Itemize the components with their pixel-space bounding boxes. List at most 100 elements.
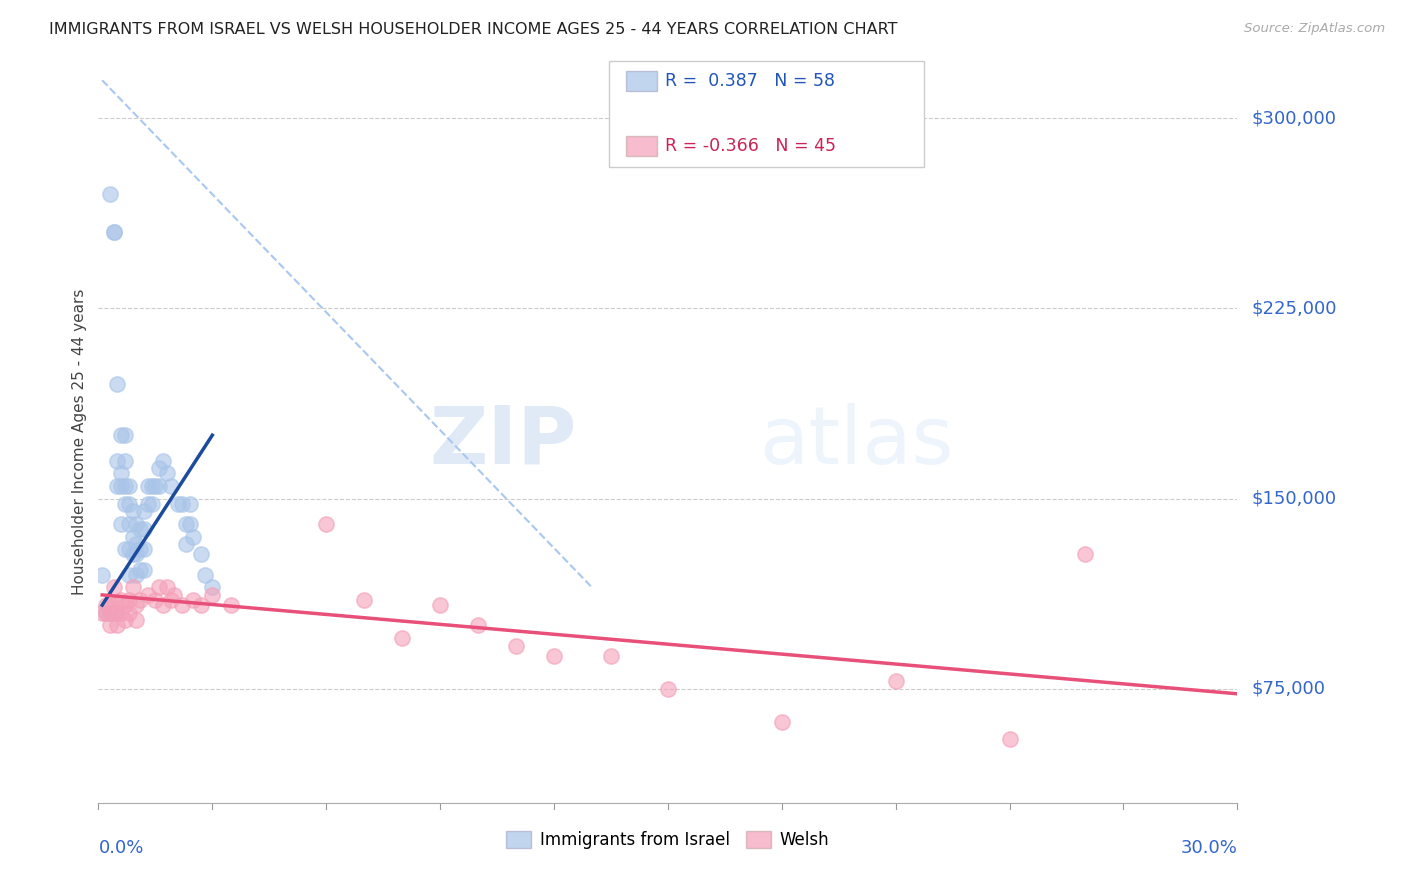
- Text: R = -0.366   N = 45: R = -0.366 N = 45: [665, 137, 837, 155]
- Point: [132, 563, 155, 577]
- Point: [94, 598, 117, 612]
- Point: [103, 226, 125, 240]
- Point: [543, 648, 565, 663]
- Point: [94, 606, 117, 620]
- Point: [174, 537, 197, 551]
- Point: [107, 606, 129, 620]
- Point: [770, 714, 793, 729]
- Point: [98, 598, 121, 612]
- Point: [118, 593, 141, 607]
- Point: [121, 504, 143, 518]
- Point: [110, 593, 132, 607]
- Point: [159, 479, 181, 493]
- Point: [118, 479, 141, 493]
- Point: [201, 588, 224, 602]
- Text: $150,000: $150,000: [1251, 490, 1336, 508]
- Point: [170, 497, 193, 511]
- Point: [118, 567, 141, 582]
- Text: $75,000: $75,000: [1251, 680, 1326, 698]
- Point: [98, 187, 121, 202]
- Point: [118, 542, 141, 557]
- Point: [114, 497, 136, 511]
- Point: [152, 453, 174, 467]
- Point: [103, 580, 125, 594]
- Point: [103, 226, 125, 240]
- Point: [194, 567, 217, 582]
- Point: [121, 530, 143, 544]
- Point: [132, 504, 155, 518]
- Point: [114, 479, 136, 493]
- Point: [98, 606, 121, 620]
- Point: [94, 606, 117, 620]
- Point: [429, 598, 451, 612]
- Point: [132, 522, 155, 536]
- Text: $225,000: $225,000: [1251, 300, 1337, 318]
- Point: [110, 428, 132, 442]
- Point: [998, 732, 1021, 747]
- Point: [183, 530, 205, 544]
- Text: R =  0.387   N = 58: R = 0.387 N = 58: [665, 72, 835, 90]
- Point: [657, 681, 679, 696]
- Point: [467, 618, 489, 632]
- Point: [118, 606, 141, 620]
- Text: atlas: atlas: [759, 402, 953, 481]
- Text: $300,000: $300,000: [1251, 110, 1336, 128]
- Point: [110, 479, 132, 493]
- Point: [167, 497, 190, 511]
- Point: [132, 542, 155, 557]
- Text: Source: ZipAtlas.com: Source: ZipAtlas.com: [1244, 22, 1385, 36]
- Point: [152, 598, 174, 612]
- Point: [315, 516, 337, 531]
- Point: [114, 542, 136, 557]
- Point: [156, 580, 179, 594]
- Point: [107, 453, 129, 467]
- Point: [156, 467, 179, 481]
- Legend: Immigrants from Israel, Welsh: Immigrants from Israel, Welsh: [499, 824, 837, 856]
- Point: [125, 547, 148, 561]
- Point: [190, 598, 212, 612]
- Point: [121, 580, 143, 594]
- Point: [141, 479, 163, 493]
- Point: [121, 547, 143, 561]
- Point: [125, 598, 148, 612]
- Point: [136, 497, 159, 511]
- Text: ZIP: ZIP: [429, 402, 576, 481]
- Point: [170, 598, 193, 612]
- Point: [114, 613, 136, 627]
- Point: [103, 606, 125, 620]
- Point: [114, 428, 136, 442]
- Text: 30.0%: 30.0%: [1181, 838, 1237, 857]
- Point: [129, 563, 152, 577]
- Point: [125, 537, 148, 551]
- Point: [391, 631, 413, 645]
- Point: [118, 497, 141, 511]
- Point: [129, 522, 152, 536]
- Point: [145, 479, 167, 493]
- Point: [600, 648, 623, 663]
- Text: 0.0%: 0.0%: [98, 838, 143, 857]
- Point: [148, 580, 170, 594]
- Point: [884, 674, 907, 689]
- Point: [98, 606, 121, 620]
- Point: [159, 593, 181, 607]
- Point: [91, 606, 114, 620]
- Point: [125, 516, 148, 531]
- Point: [136, 479, 159, 493]
- Point: [114, 598, 136, 612]
- Point: [145, 593, 167, 607]
- Point: [98, 618, 121, 632]
- Point: [179, 497, 201, 511]
- Point: [91, 567, 114, 582]
- Y-axis label: Householder Income Ages 25 - 44 years: Householder Income Ages 25 - 44 years: [72, 288, 87, 595]
- Point: [129, 593, 152, 607]
- Text: IMMIGRANTS FROM ISRAEL VS WELSH HOUSEHOLDER INCOME AGES 25 - 44 YEARS CORRELATIO: IMMIGRANTS FROM ISRAEL VS WELSH HOUSEHOL…: [49, 22, 897, 37]
- Point: [110, 516, 132, 531]
- Point: [107, 377, 129, 392]
- Point: [201, 580, 224, 594]
- Point: [163, 588, 186, 602]
- Point: [148, 479, 170, 493]
- Point: [136, 588, 159, 602]
- Point: [129, 542, 152, 557]
- Point: [174, 516, 197, 531]
- Point: [221, 598, 243, 612]
